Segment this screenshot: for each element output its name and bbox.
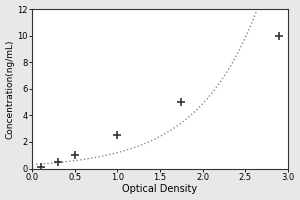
X-axis label: Optical Density: Optical Density [122, 184, 197, 194]
Y-axis label: Concentration(ng/mL): Concentration(ng/mL) [6, 39, 15, 139]
